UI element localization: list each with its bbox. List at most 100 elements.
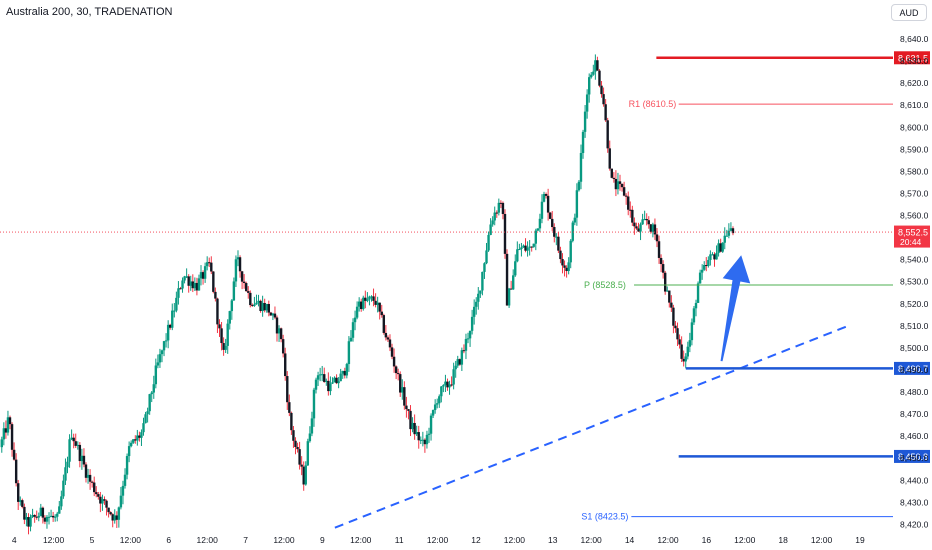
candle-body (394, 366, 398, 374)
candle-body (542, 194, 546, 202)
candle-body (320, 374, 324, 376)
candle-body (703, 265, 706, 270)
candle-body (440, 386, 443, 397)
candle-body (622, 187, 626, 196)
candle-body (261, 302, 264, 312)
time-axis-tick: 12:00 (657, 535, 679, 545)
candle-body (364, 297, 367, 301)
candle-body (111, 514, 114, 521)
candle-body (588, 77, 591, 95)
candle-body (132, 439, 135, 443)
candle-body (561, 259, 564, 266)
candle-body (553, 227, 556, 237)
candle-body (399, 374, 402, 393)
candle-body (51, 515, 55, 518)
candle-body (208, 262, 211, 264)
candle-body (279, 328, 283, 340)
candle-body (627, 196, 630, 210)
candle-body (185, 276, 188, 278)
candle-body (134, 439, 137, 441)
candle-body (310, 418, 314, 434)
price-axis[interactable]: 8,631.5 8,490.7 8,450.8 8,640.0 8,630.0 8,620… (894, 34, 930, 529)
candle-body (99, 496, 102, 504)
candle-body (327, 380, 330, 392)
time-axis-tick: 12:00 (43, 535, 65, 545)
candle-body (468, 330, 472, 339)
candle-body (351, 322, 355, 338)
candle-body (495, 212, 498, 214)
candle-body (189, 281, 192, 286)
price-axis-tick: 8,560.0 (900, 211, 929, 221)
candle-body (520, 247, 523, 250)
candle-body (72, 437, 75, 442)
candle-body (571, 222, 574, 241)
candle-body (127, 446, 131, 457)
candle-body (386, 337, 390, 340)
candle-body (651, 224, 655, 232)
candle-body (169, 324, 172, 328)
candle-body (629, 209, 632, 211)
candle-body (694, 302, 698, 309)
candle-body (530, 246, 533, 248)
candle-body (641, 219, 644, 225)
candle-body (173, 310, 176, 312)
candle-body (226, 323, 229, 346)
candle-body (446, 381, 449, 388)
candle-body (577, 181, 581, 191)
candle-body (60, 496, 63, 507)
candle-body (456, 359, 459, 366)
time-axis-tick: 12:00 (811, 535, 833, 545)
candle-body (429, 415, 433, 434)
candle-body (378, 302, 381, 312)
candle-body (148, 394, 151, 412)
candle-body (27, 517, 30, 527)
candle-body (534, 230, 537, 244)
candle-body (417, 432, 420, 441)
candle-body (419, 439, 422, 441)
price-axis-tick: 8,430.0 (900, 497, 929, 507)
candle-body (725, 235, 729, 237)
candle-body (512, 275, 515, 290)
candle-body (10, 424, 14, 450)
candle-body (635, 226, 638, 229)
candle-body (164, 340, 168, 342)
price-tag-support-lower (894, 449, 930, 463)
candle-body (475, 301, 478, 307)
bullish-arrow (720, 255, 751, 362)
candle-body (353, 317, 357, 323)
candle-body (142, 423, 145, 433)
symbol-title: Australia 200, 30, TRADENATION (6, 6, 173, 18)
candle-body (265, 303, 268, 311)
candle-body (53, 516, 57, 518)
candle-body (210, 262, 213, 272)
candle-body (257, 300, 260, 303)
time-axis-tick: 16 (702, 535, 712, 545)
candle-body (360, 301, 363, 310)
candle-body (649, 224, 653, 232)
currency-button[interactable]: AUD (891, 4, 927, 21)
trendline-dashed (334, 323, 852, 529)
candle-body (618, 181, 622, 184)
candle-body (633, 222, 636, 227)
candle-body (411, 422, 414, 430)
candle-body (631, 209, 634, 223)
candle-body (524, 245, 527, 251)
candle-body (88, 474, 92, 482)
candle-body (103, 499, 106, 501)
candle-body (655, 234, 659, 242)
level-label-s1: S1 (8423.5) (581, 512, 628, 522)
candle-body (518, 249, 521, 251)
candle-body (49, 515, 53, 517)
candle-body (17, 483, 20, 502)
candle-body (557, 236, 560, 251)
time-axis-tick: 12:00 (427, 535, 449, 545)
time-axis[interactable]: 4 12:00 5 12:00 6 12:00 7 12:00 9 12:00 11 12:00 12 1… (12, 535, 865, 545)
candle-body (240, 271, 244, 282)
candle-body (95, 492, 98, 495)
candle-body (222, 343, 225, 350)
candle-body (68, 439, 71, 462)
candle-body (415, 432, 418, 435)
price-axis-tick: 8,590.0 (900, 144, 929, 154)
